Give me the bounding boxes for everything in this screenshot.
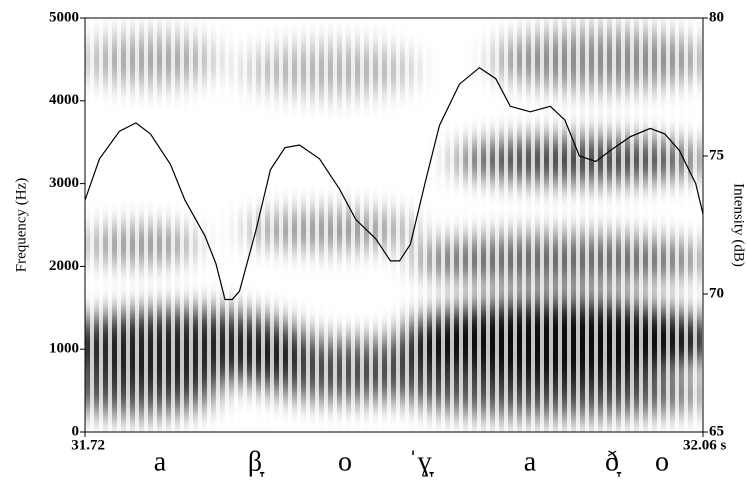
x-tick-label: 31.72 [71,437,105,453]
y-tick-label: 3000 [49,175,79,191]
y-axis-label: Frequency (Hz) [13,178,29,273]
y2-tick-label: 65 [709,423,724,439]
y-tick-label: 1000 [49,341,79,357]
segment-label: o [338,446,352,477]
spectrogram [85,18,703,432]
segment-label: a [154,446,167,477]
y2-axis-label: Intensity (dB) [731,183,747,267]
y-tick-label: 4000 [49,92,79,108]
segment-label: ð̞ [605,446,622,477]
y2-tick-label: 80 [709,9,724,25]
intensity-line [84,66,704,301]
x-tick-label: 32.06 s [683,437,727,453]
segment-label: β̞ [248,446,265,477]
y-tick-label: 0 [72,423,80,439]
plot-frame [84,17,704,433]
segment-label: a [524,446,537,477]
y-tick-label: 2000 [49,258,79,274]
y-tick-label: 5000 [49,9,79,25]
y2-tick-label: 75 [709,147,724,163]
y2-tick-label: 70 [709,285,724,301]
segment-label: o [655,446,669,477]
segment-label: ˈɣ̞ [408,446,434,477]
